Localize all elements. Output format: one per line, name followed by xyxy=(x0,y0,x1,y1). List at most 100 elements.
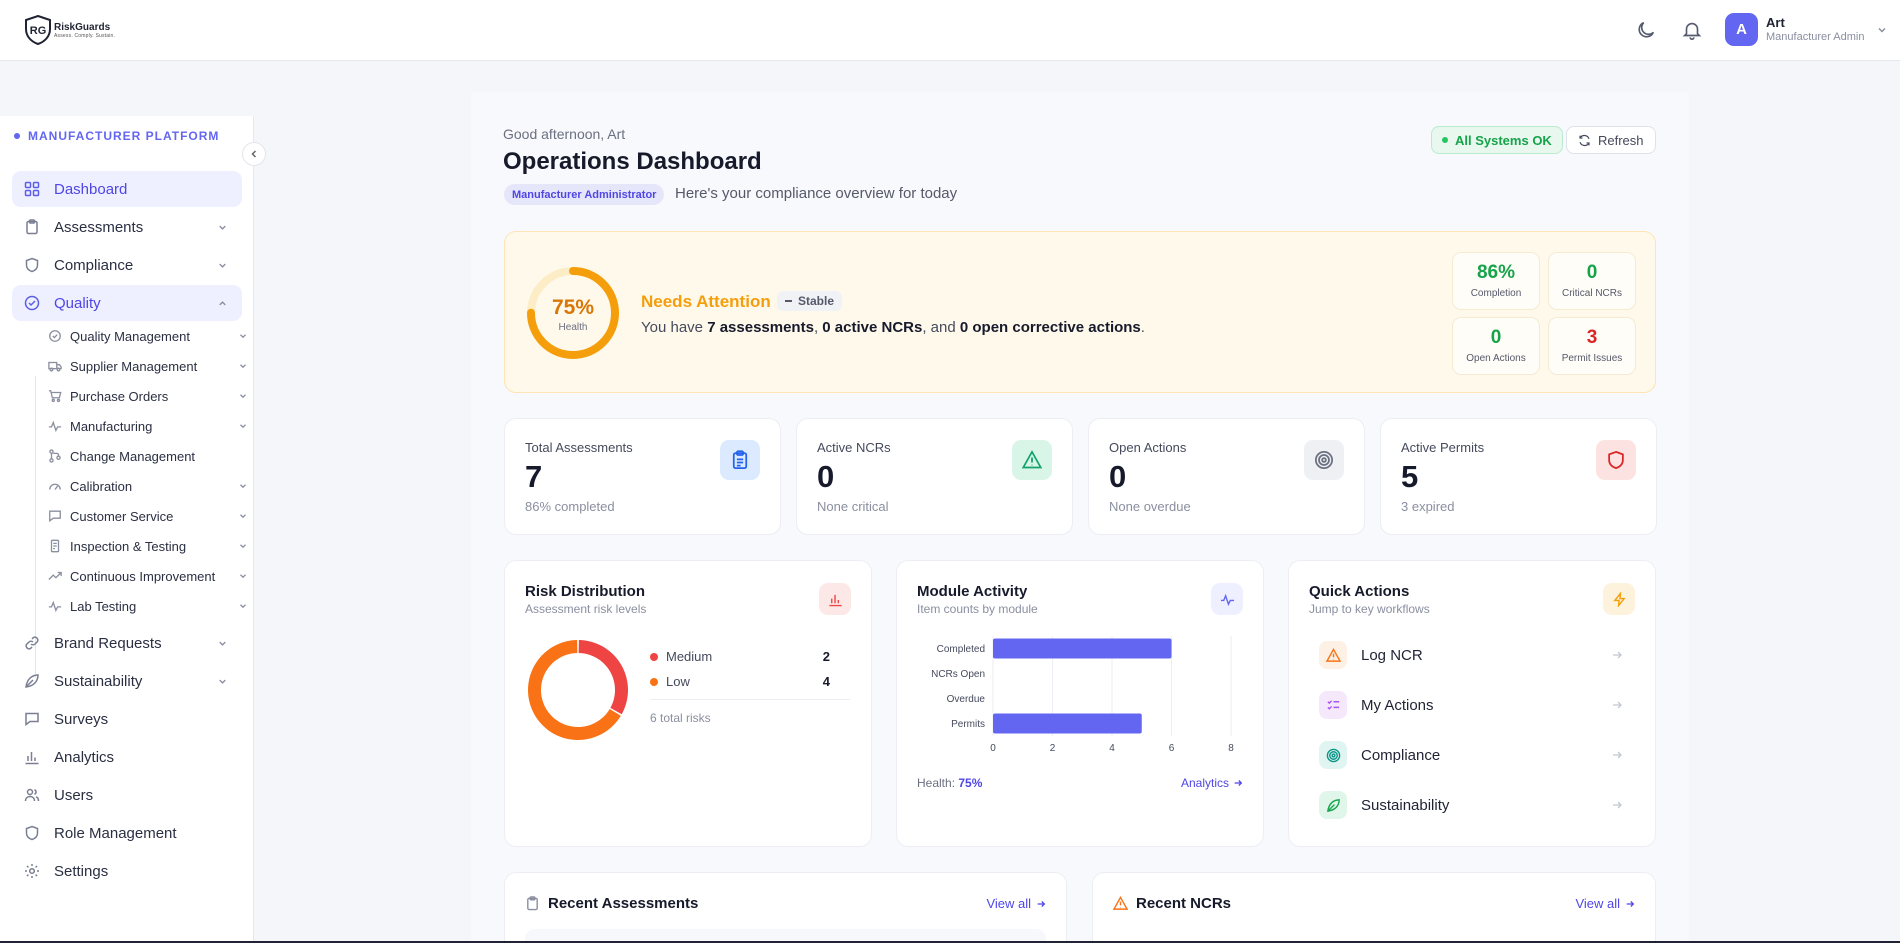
status-badge: All Systems OK xyxy=(1431,126,1563,154)
mini-stat-completion: 86% Completion xyxy=(1452,252,1540,310)
platform-dot xyxy=(14,133,20,139)
sidebar-item-surveys[interactable]: Surveys xyxy=(12,701,242,737)
summary-actions: 0 open corrective actions xyxy=(959,319,1141,336)
svg-text:RG: RG xyxy=(30,25,47,37)
view-all-label: View all xyxy=(986,896,1031,911)
health-gauge xyxy=(527,267,619,359)
arrow-right-icon xyxy=(1613,751,1622,759)
refresh-label: Refresh xyxy=(1598,132,1644,148)
sidebar-item-compliance[interactable]: Compliance xyxy=(12,247,242,283)
recent-assessments-title: Recent Assessments xyxy=(525,895,698,912)
bell-icon[interactable] xyxy=(1681,19,1703,41)
chevron-down-icon xyxy=(219,679,226,684)
analytics-link[interactable]: Analytics xyxy=(1181,776,1243,790)
legend-item-low: Low 4 xyxy=(650,674,850,689)
view-all-ncrs-link[interactable]: View all xyxy=(1575,896,1635,911)
trending-up-icon xyxy=(48,571,62,580)
stat-value: 5 xyxy=(1401,459,1419,494)
platform-label-text: MANUFACTURER PLATFORM xyxy=(28,129,220,143)
card-title: Quick Actions xyxy=(1309,583,1410,600)
sidebar-subitem-manufacturing[interactable]: Manufacturing xyxy=(48,413,248,439)
stat-label: Total Assessments xyxy=(525,440,633,455)
mini-stat-label: Permit Issues xyxy=(1561,353,1623,364)
stat-label: Active Permits xyxy=(1401,440,1485,455)
mini-stat-label: Critical NCRs xyxy=(1562,288,1622,299)
sidebar-subitem-label: Change Management xyxy=(70,448,196,464)
legend-dot xyxy=(650,652,658,661)
recent-assessments-card: Recent Assessments View all xyxy=(504,872,1067,943)
legend-count: 2 xyxy=(822,649,830,664)
page-title: Operations Dashboard xyxy=(503,148,762,175)
chevron-down-icon xyxy=(240,574,246,579)
y-category-label: Permits xyxy=(951,719,985,730)
clipboard-icon xyxy=(527,896,538,911)
health-caption: Health xyxy=(558,322,588,333)
sidebar-item-sustainability[interactable]: Sustainability xyxy=(12,663,242,699)
refresh-button[interactable]: Refresh xyxy=(1566,126,1656,154)
sidebar-item-label: Assessments xyxy=(54,218,144,236)
chevron-left-icon xyxy=(251,150,257,158)
sidebar-item-label: Role Management xyxy=(54,824,177,842)
grid-icon xyxy=(24,181,40,197)
sidebar-subitem-inspection-testing[interactable]: Inspection & Testing xyxy=(48,533,248,559)
sidebar-subitem-quality-management[interactable]: Quality Management xyxy=(48,323,248,349)
sidebar-subitem-supplier-management[interactable]: Supplier Management xyxy=(48,353,248,379)
bar-completed xyxy=(993,638,1172,659)
y-category-label: Completed xyxy=(937,644,985,655)
git-branch-icon xyxy=(49,449,61,463)
activity-health-label: Health: xyxy=(917,776,959,790)
health-gauge-arc xyxy=(527,267,619,359)
role-badge: Manufacturer Administrator xyxy=(504,184,665,205)
sidebar-item-analytics[interactable]: Analytics xyxy=(12,739,242,775)
stat-label: Active NCRs xyxy=(817,440,891,455)
y-category-label: Overdue xyxy=(947,694,986,705)
stat-card-open-actions[interactable]: Open Actions 0 None overdue xyxy=(1088,418,1365,535)
logo[interactable]: RG RiskGuards Assess. Comply. Sustain. xyxy=(24,15,115,45)
stat-value: 7 xyxy=(525,459,543,494)
summary-text: You have xyxy=(641,319,708,336)
sidebar-subitem-customer-service[interactable]: Customer Service xyxy=(48,503,248,529)
sidebar-subitem-continuous-improvement[interactable]: Continuous Improvement xyxy=(48,563,248,589)
quick-action-log-ncr[interactable]: Log NCR xyxy=(1319,636,1623,674)
user-role: Manufacturer Admin xyxy=(1766,31,1865,43)
quick-action-sustainability[interactable]: Sustainability xyxy=(1319,786,1623,824)
quick-action-compliance[interactable]: Compliance xyxy=(1319,736,1623,774)
total-risks: 6 total risks xyxy=(650,711,711,725)
mini-stat-critical-ncrs: 0 Critical NCRs xyxy=(1548,252,1636,310)
mini-stat-open-actions: 0 Open Actions xyxy=(1452,317,1540,375)
legend-count: 4 xyxy=(822,674,830,689)
sidebar-subitem-lab-testing[interactable]: Lab Testing xyxy=(48,593,248,619)
stat-card-total-assessments[interactable]: Total Assessments 7 86% completed xyxy=(504,418,781,535)
sidebar-item-dashboard[interactable]: Dashboard xyxy=(12,171,242,207)
sidebar-subitem-change-management[interactable]: Change Management xyxy=(48,443,248,469)
stat-card-active-ncrs[interactable]: Active NCRs 0 None critical xyxy=(796,418,1073,535)
sidebar-item-assessments[interactable]: Assessments xyxy=(12,209,242,245)
sidebar-item-settings[interactable]: Settings xyxy=(12,853,242,889)
recent-assessment-row[interactable] xyxy=(525,929,1046,943)
quick-actions-card: Quick Actions Jump to key workflows Log … xyxy=(1288,560,1656,847)
sidebar-subitem-label: Customer Service xyxy=(70,508,174,524)
x-tick-label: 6 xyxy=(1169,743,1175,754)
check-circle-icon xyxy=(24,295,40,311)
sidebar-item-users[interactable]: Users xyxy=(12,777,242,813)
summary-ncrs: 0 active NCRs xyxy=(822,319,923,336)
sidebar-collapse-button[interactable] xyxy=(242,142,266,166)
mini-stat-permit-issues: 3 Permit Issues xyxy=(1548,317,1636,375)
quick-action-label: Sustainability xyxy=(1361,796,1450,814)
sidebar-item-quality[interactable]: Quality xyxy=(12,285,242,321)
user-menu[interactable]: A Art Manufacturer Admin xyxy=(1725,13,1888,46)
quick-action-my-actions[interactable]: My Actions xyxy=(1319,686,1623,724)
x-tick-label: 0 xyxy=(990,743,996,754)
sidebar-item-role-management[interactable]: Role Management xyxy=(12,815,242,851)
moon-icon[interactable] xyxy=(1635,19,1657,41)
bar-chart-icon xyxy=(819,583,851,615)
sidebar-item-brand-requests[interactable]: Brand Requests xyxy=(12,625,242,661)
sidebar-subitem-calibration[interactable]: Calibration xyxy=(48,473,248,499)
trend-badge: Stable xyxy=(777,291,843,311)
sidebar-subitem-purchase-orders[interactable]: Purchase Orders xyxy=(48,383,248,409)
view-all-assessments-link[interactable]: View all xyxy=(986,896,1046,911)
flask-icon xyxy=(50,539,60,553)
activity-health: Health: 75% xyxy=(917,776,982,790)
stat-card-active-permits[interactable]: Active Permits 5 3 expired xyxy=(1380,418,1657,535)
risk-distribution-card: Risk Distribution Assessment risk levels… xyxy=(504,560,872,847)
